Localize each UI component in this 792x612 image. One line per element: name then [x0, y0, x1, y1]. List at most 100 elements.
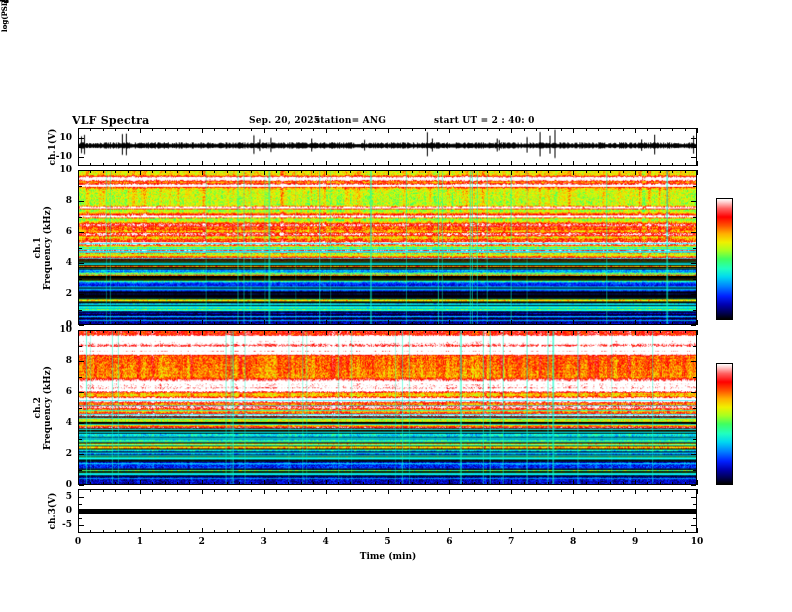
- xtick-minor-top: [548, 489, 550, 492]
- xtick-minor-bottom: [276, 530, 278, 533]
- xtick-minor-bottom: [102, 163, 104, 166]
- xtick-major-top: [449, 170, 451, 175]
- xtick-minor-top: [127, 170, 129, 173]
- ch2-frequency-axis-title: Frequency (kHz): [43, 365, 53, 450]
- xtick-minor-bottom: [251, 322, 253, 325]
- xtick-minor-bottom: [313, 322, 315, 325]
- xtick-label: 9: [631, 537, 639, 547]
- xtick-minor-bottom: [560, 482, 562, 485]
- xtick-minor-bottom: [610, 530, 612, 533]
- xtick-major-bottom: [201, 320, 203, 325]
- ch1s-ytick-major: [79, 201, 84, 202]
- xtick-minor-bottom: [226, 163, 228, 166]
- xtick-major-bottom: [263, 161, 265, 166]
- xtick-minor-bottom: [424, 163, 426, 166]
- xtick-minor-bottom: [189, 530, 191, 533]
- xtick-major-top: [201, 489, 203, 494]
- xtick-label: 2: [198, 537, 205, 547]
- xtick-minor-top: [672, 128, 674, 131]
- xtick-minor-top: [288, 128, 290, 131]
- xtick-minor-bottom: [152, 482, 154, 485]
- ch1-channel-axis-title: ch.1: [33, 236, 43, 258]
- xtick-minor-bottom: [288, 322, 290, 325]
- xtick-minor-bottom: [177, 530, 179, 533]
- ch2s-ytick-minor: [79, 376, 82, 378]
- xtick-minor-top: [177, 489, 179, 492]
- xtick-minor-bottom: [523, 322, 525, 325]
- xtick-major-top: [511, 489, 513, 494]
- xtick-minor-top: [350, 489, 352, 492]
- xtick-minor-bottom: [424, 530, 426, 533]
- ch2s-ylabel: 10: [59, 325, 72, 335]
- xtick-minor-top: [337, 128, 339, 131]
- xtick-minor-top: [412, 330, 414, 333]
- xtick-minor-top: [597, 170, 599, 173]
- ch1s-ytick-major: [79, 294, 84, 295]
- ch1s-ytick-minor: [79, 185, 82, 187]
- xtick-minor-top: [498, 489, 500, 492]
- xtick-minor-top: [214, 489, 216, 492]
- xtick-minor-bottom: [474, 482, 476, 485]
- xtick-minor-bottom: [585, 482, 587, 485]
- xtick-major-bottom: [263, 480, 265, 485]
- xtick-minor-top: [313, 170, 315, 173]
- ch1s-ytick-major: [79, 325, 84, 326]
- xtick-minor-bottom: [498, 163, 500, 166]
- xtick-minor-bottom: [597, 530, 599, 533]
- xtick-minor-top: [350, 128, 352, 131]
- xtick-minor-bottom: [350, 163, 352, 166]
- ch2s-ytick-minor-right: [693, 345, 696, 347]
- xtick-minor-top: [375, 489, 377, 492]
- xtick-major-bottom: [697, 161, 698, 166]
- xtick-minor-bottom: [412, 322, 414, 325]
- xtick-minor-top: [523, 489, 525, 492]
- colorbar-ch1-gradient: [717, 199, 732, 319]
- xtick-minor-bottom: [461, 482, 463, 485]
- xtick-minor-top: [597, 330, 599, 333]
- ch2-spectrogram-canvas: [79, 331, 696, 484]
- xtick-minor-top: [622, 330, 624, 333]
- ch2s-ytick-major-right: [691, 392, 696, 393]
- xtick-major-bottom: [325, 161, 327, 166]
- ch3v-ytick-major-right: [691, 511, 696, 512]
- xtick-minor-top: [251, 128, 253, 131]
- xtick-major-top: [573, 489, 575, 494]
- xtick-major-bottom: [511, 320, 513, 325]
- xtick-minor-top: [610, 330, 612, 333]
- xtick-minor-bottom: [659, 322, 661, 325]
- xtick-minor-top: [610, 128, 612, 131]
- xtick-minor-top: [548, 128, 550, 131]
- xtick-major-bottom: [325, 480, 327, 485]
- xtick-minor-top: [127, 489, 129, 492]
- panel-ch1-voltage: [78, 128, 697, 166]
- xtick-major-bottom: [139, 528, 141, 533]
- ch1s-ytick-minor: [79, 247, 82, 249]
- xtick-minor-top: [486, 170, 488, 173]
- xtick-minor-bottom: [226, 530, 228, 533]
- ch2s-ytick-major-right: [691, 454, 696, 455]
- xtick-minor-top: [498, 128, 500, 131]
- xtick-minor-bottom: [300, 530, 302, 533]
- xtick-minor-top: [164, 330, 166, 333]
- xtick-major-top: [139, 489, 141, 494]
- ch2s-ytick-minor-right: [693, 376, 696, 378]
- ch2s-ytick-major: [79, 330, 84, 331]
- xtick-minor-bottom: [350, 530, 352, 533]
- xtick-major-top: [573, 170, 575, 175]
- xtick-major-bottom: [325, 528, 327, 533]
- xtick-major-bottom: [573, 528, 575, 533]
- xtick-major-top: [325, 330, 327, 335]
- xtick-major-top: [697, 170, 698, 175]
- xtick-minor-top: [424, 330, 426, 333]
- xtick-minor-top: [536, 330, 538, 333]
- xtick-minor-bottom: [659, 163, 661, 166]
- xtick-minor-bottom: [127, 530, 129, 533]
- xtick-major-top: [325, 489, 327, 494]
- xtick-minor-top: [399, 330, 401, 333]
- xtick-major-top: [78, 170, 79, 175]
- ch1s-ytick-minor-right: [693, 309, 696, 311]
- xtick-minor-top: [412, 128, 414, 131]
- xtick-major-top: [387, 330, 389, 335]
- xtick-major-top: [78, 330, 79, 335]
